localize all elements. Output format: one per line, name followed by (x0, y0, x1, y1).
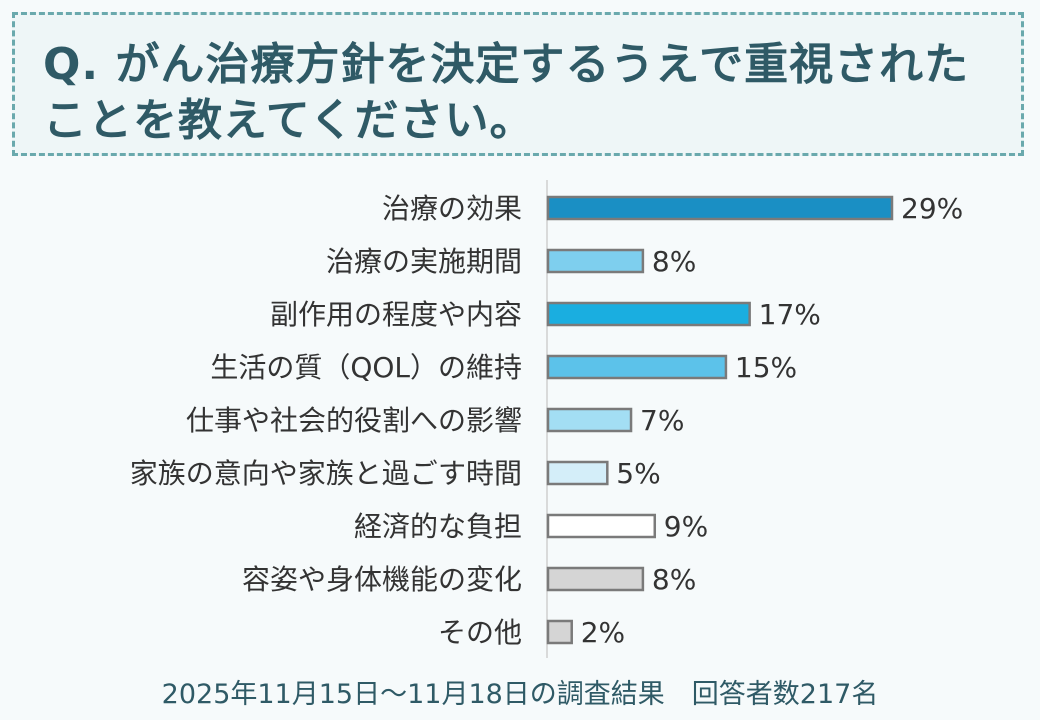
bar (546, 460, 609, 486)
bar (546, 354, 728, 380)
value-label: 9% (664, 510, 708, 543)
category-label: 容姿や身体機能の変化 (242, 563, 522, 596)
value-label: 29% (901, 192, 963, 225)
category-label: 経済的な負担 (354, 510, 522, 543)
bar (546, 248, 645, 274)
category-label: 生活の質（QOL）の維持 (210, 351, 522, 384)
bar (546, 301, 751, 327)
bar (546, 566, 645, 592)
category-label: その他 (438, 616, 522, 649)
category-label: 治療の実施期間 (326, 245, 522, 278)
value-label: 8% (652, 245, 696, 278)
page-title: Q. がん治療方針を決定するうえで重視されたことを教えてください。 (43, 39, 970, 146)
value-label: 2% (581, 616, 625, 649)
value-label: 8% (652, 563, 696, 596)
category-label: 家族の意向や家族と過ごす時間 (130, 457, 522, 490)
bar (546, 195, 894, 221)
value-label: 7% (640, 404, 684, 437)
category-label: 副作用の程度や内容 (270, 298, 522, 331)
bar (546, 407, 633, 433)
bar (546, 619, 573, 645)
value-label: 15% (735, 351, 797, 384)
value-label: 5% (616, 457, 660, 490)
title-box: Q. がん治療方針を決定するうえで重視されたことを教えてください。 (12, 12, 1024, 156)
survey-footer: 2025年11月15日～11月18日の調査結果 回答者数217名 (161, 679, 879, 710)
category-label: 仕事や社会的役割への影響 (186, 404, 522, 437)
bar (546, 513, 657, 539)
value-label: 17% (759, 298, 821, 331)
category-label: 治療の効果 (382, 192, 522, 225)
